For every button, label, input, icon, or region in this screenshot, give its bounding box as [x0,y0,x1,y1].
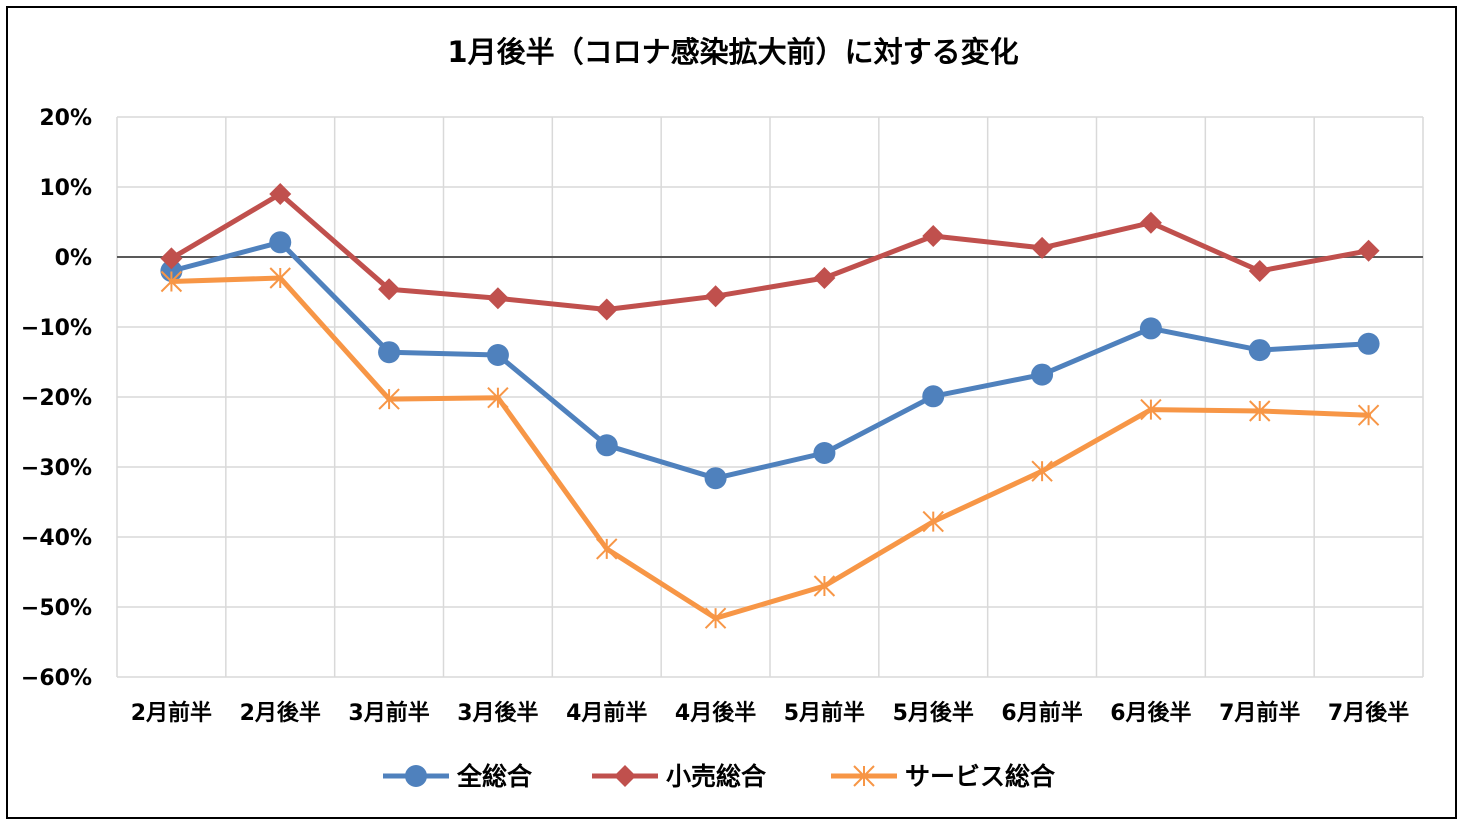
y-tick-label: −50% [21,596,92,621]
legend-swatch-marker [405,765,427,787]
series-layer [160,183,1380,629]
y-tick-label: −40% [21,526,92,551]
data-point [1031,460,1053,482]
x-tick-label: 3月後半 [457,700,538,726]
data-point [1248,260,1271,282]
x-tick-label: 4月前半 [566,700,647,726]
legend-label: サービス総合 [905,762,1056,791]
legend-swatch-marker [614,765,636,787]
chart-title: 1月後半（コロナ感染拡大前）に対する変化 [447,35,1018,69]
data-point [1031,236,1054,259]
data-point [922,225,945,247]
data-point [596,538,618,560]
legend-item-2: 小売総合 [592,762,767,791]
data-point [486,344,509,366]
series-line [168,191,1372,312]
data-point [1357,239,1380,262]
data-point [269,183,292,205]
data-point [813,267,836,289]
series-line [168,275,1372,621]
y-axis-tick-labels: 20% 10% 0% −10% −20% −30% −40% −50% −60% [21,106,92,691]
data-point [704,467,727,490]
y-tick-label: −20% [21,386,92,411]
data-point [595,434,618,457]
gridlines [116,116,1424,678]
data-point [269,231,292,254]
data-point [486,287,509,310]
y-tick-label: −60% [21,666,92,691]
data-point [1249,400,1271,422]
data-point [704,285,727,308]
data-point [1031,363,1054,386]
data-point [487,386,509,409]
data-point [704,607,727,629]
x-tick-label: 4月後半 [675,700,756,726]
data-point [1357,404,1380,426]
data-point [1357,332,1380,355]
legend-item-1: 全総合 [383,762,533,791]
y-tick-label: 10% [39,176,92,201]
x-tick-label: 7月後半 [1328,700,1409,726]
x-tick-label: 5月前半 [784,700,865,726]
series-line [168,239,1372,481]
data-point [813,575,836,597]
data-point [813,442,836,464]
data-point [1248,339,1271,362]
data-point [595,298,618,321]
legend-item-3: サービス総合 [831,762,1056,791]
data-point [922,385,945,408]
data-point [160,270,183,293]
x-tick-label: 6月後半 [1110,700,1191,726]
legend-label: 全総合 [456,762,533,791]
legend-swatch-marker [853,765,875,787]
y-tick-label: 0% [55,246,92,271]
y-tick-label: −30% [21,456,92,481]
data-point [378,341,401,364]
legend-label: 小売総合 [666,762,767,791]
x-tick-label: 5月後半 [893,700,974,726]
x-tick-label: 3月前半 [348,700,429,726]
data-point [378,278,401,301]
series-3 [160,267,1380,629]
data-point [922,510,944,533]
x-tick-label: 2月前半 [131,700,212,726]
x-tick-label: 7月前半 [1219,700,1300,726]
y-tick-label: 20% [39,106,92,131]
x-tick-label: 6月前半 [1001,700,1082,726]
legend: 全総合 小売総合 サービス総合 [383,762,1056,791]
x-tick-label: 2月後半 [240,700,321,726]
y-tick-label: −10% [21,316,92,341]
series-2 [160,183,1380,321]
data-point [269,267,291,289]
data-point [1140,398,1162,421]
data-point [378,388,400,410]
data-point [1139,211,1162,234]
data-point [160,247,183,270]
data-point [1139,317,1162,340]
x-axis-tick-labels: 2月前半 2月後半 3月前半 3月後半 4月前半 4月後半 5月前半 5月後半 6月前半 6月後半… [131,700,1409,726]
